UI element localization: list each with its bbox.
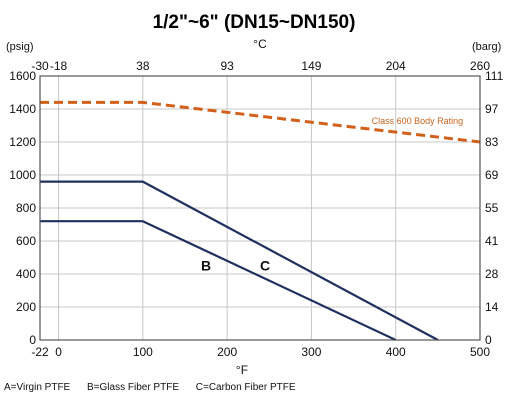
y-left-tick-label: 200 [16,300,36,314]
x-top-tick-label: -30 [31,59,49,73]
plot-frame [39,75,481,341]
legend-entry-a: A=Virgin PTFE [4,382,71,393]
y-right-tick-label: 111 [485,69,504,83]
legend: A=Virgin PTFE B=Glass Fiber PTFE C=Carbo… [4,382,310,393]
y-right-tick-label: 97 [485,102,499,116]
y-right-tick-label: 14 [485,300,499,314]
x-bottom-tick-label: 0 [55,345,62,359]
x-top-tick-label: -18 [50,59,68,73]
y-right-tick-label: 28 [485,267,499,281]
y-left-tick-label: 1000 [9,168,36,182]
x-bottom-tick-label: 400 [386,345,406,359]
x-top-tick-label: 204 [386,59,406,73]
y-right-tick-label: 83 [485,135,499,149]
x-bottom-tick-label: 300 [301,345,321,359]
y-left-tick-label: 0 [29,333,36,347]
chart-title: 1/2"~6" (DN15~DN150) [153,12,356,33]
y-left-tick-label: 1600 [9,69,36,83]
y-left-tick-label: 1200 [9,135,36,149]
y-right-tick-label: 69 [485,168,499,182]
bottom-axis-unit: °F [236,363,248,377]
y-right-tick-label: 0 [485,333,492,347]
series-group: B C Class 600 Body Rating [40,100,481,341]
y-left-tick-label: 600 [16,234,36,248]
x-top-tick-label: 38 [136,59,150,73]
series-line-1 [40,180,439,341]
y-right-tick-label: 55 [485,201,499,215]
series-line-2 [40,100,481,144]
y-left-tick-label: 800 [16,201,36,215]
x-top-tick-label: 149 [301,59,321,73]
series-label-b: B [201,258,211,274]
top-axis-unit: °C [253,37,267,51]
series-label-c: C [260,258,270,274]
legend-entry-c: C=Carbon Fiber PTFE [195,382,296,393]
x-top-tick-label: 93 [220,59,234,73]
legend-entry-b: B=Glass Fiber PTFE [87,382,179,393]
x-bottom-tick-label: 200 [217,345,237,359]
series-line-0 [40,220,397,341]
grid [40,76,480,340]
right-axis-unit: (barg) [472,41,501,53]
plot-border [39,75,481,341]
left-axis-unit: (psig) [6,41,34,53]
x-bottom-tick-label: 500 [470,345,490,359]
y-left-tick-label: 400 [16,267,36,281]
x-bottom-tick-label: 100 [133,345,153,359]
y-right-tick-label: 41 [485,234,499,248]
y-left-tick-label: 1400 [9,102,36,116]
series-label-class600: Class 600 Body Rating [372,116,464,126]
x-bottom-tick-label: -22 [31,345,49,359]
x-top-tick-label: 260 [470,59,490,73]
